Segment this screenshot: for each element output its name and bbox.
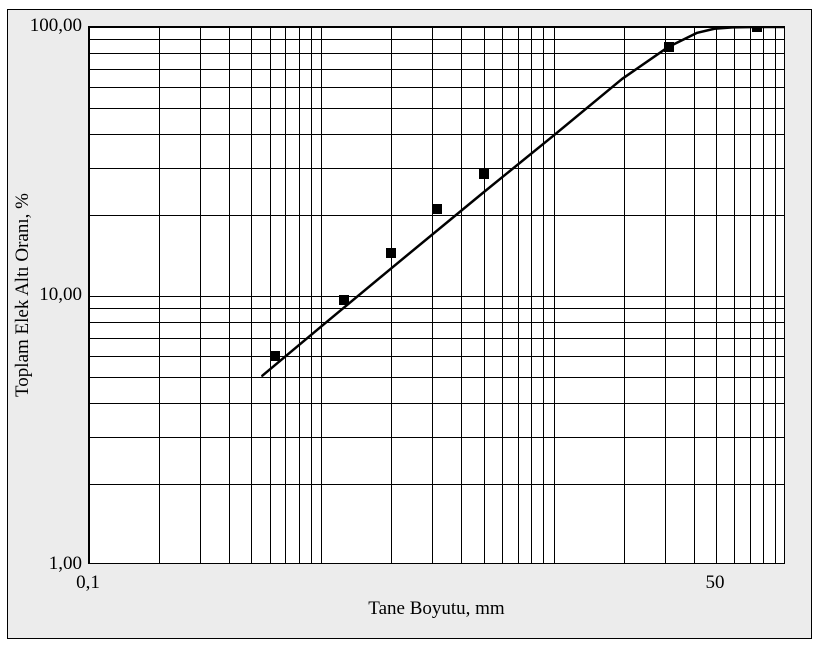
- gridline-horizontal: [89, 39, 784, 40]
- gridline-horizontal: [89, 69, 784, 70]
- gridline-horizontal: [89, 322, 784, 323]
- data-marker: [664, 42, 674, 52]
- x-tick-label: 50: [695, 572, 735, 594]
- gridline-horizontal: [89, 87, 784, 88]
- gridline-horizontal: [89, 484, 784, 485]
- x-axis-label: Tane Boyutu, mm: [88, 598, 785, 620]
- gridline-horizontal: [89, 356, 784, 357]
- gridline-horizontal: [89, 27, 784, 28]
- y-tick-label: 100,00: [30, 15, 82, 37]
- gridline-horizontal: [89, 403, 784, 404]
- data-marker: [432, 204, 442, 214]
- gridline-horizontal: [89, 215, 784, 216]
- gridline-horizontal: [89, 168, 784, 169]
- data-marker: [386, 248, 396, 258]
- data-marker: [270, 351, 280, 361]
- gridline-horizontal: [89, 134, 784, 135]
- x-tick-label: 0,1: [68, 572, 108, 594]
- gridline-horizontal: [89, 437, 784, 438]
- gridline-horizontal: [89, 53, 784, 54]
- data-marker: [479, 169, 489, 179]
- y-axis-label: Toplam Elek Altı Oranı, %: [12, 193, 34, 397]
- gridline-horizontal: [89, 108, 784, 109]
- gridline-horizontal: [89, 338, 784, 339]
- data-marker: [752, 26, 762, 32]
- chart-frame: Toplam Elek Altı Oranı, % Tane Boyutu, m…: [0, 0, 819, 645]
- plot-area: [88, 26, 785, 564]
- gridline-horizontal: [89, 377, 784, 378]
- data-marker: [339, 295, 349, 305]
- gridline-horizontal: [89, 296, 784, 297]
- y-tick-label: 10,00: [39, 284, 82, 306]
- gridline-horizontal: [89, 308, 784, 309]
